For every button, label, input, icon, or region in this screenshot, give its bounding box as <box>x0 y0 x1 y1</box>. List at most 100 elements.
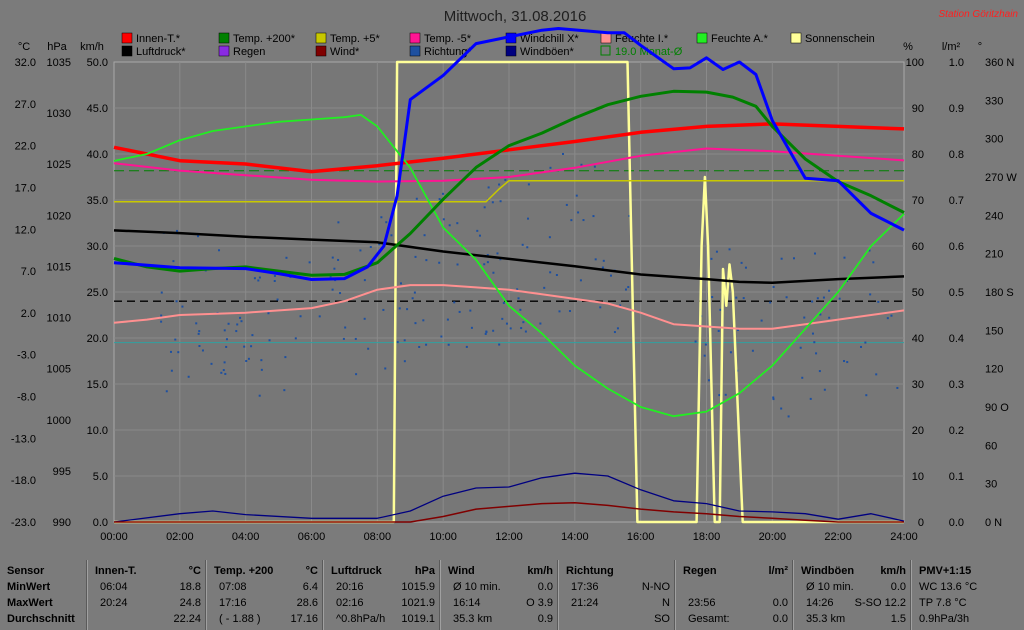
richtung-point <box>627 286 630 289</box>
richtung-point <box>575 194 578 197</box>
richtung-point <box>406 308 409 311</box>
legend-label: Innen-T.* <box>136 33 181 45</box>
tick-label-celsius: 17.0 <box>15 182 36 194</box>
richtung-point <box>453 301 456 304</box>
richtung-point <box>780 407 783 410</box>
tick-label-lm2: 0.3 <box>949 379 964 391</box>
column-divider <box>206 560 207 630</box>
column-unit: km/h <box>527 565 553 577</box>
tick-label-kmh: 45.0 <box>87 103 108 115</box>
chart-title: Mittwoch, 31.08.2016 <box>444 8 587 25</box>
richtung-point <box>172 260 175 263</box>
column-divider <box>910 560 911 630</box>
cell-time: Ø 10 min. <box>453 581 501 593</box>
cell-time: 07:08 <box>219 581 247 593</box>
richtung-point <box>441 192 444 195</box>
richtung-point <box>363 317 366 320</box>
richtung-point <box>548 236 551 239</box>
richtung-point <box>483 263 486 266</box>
richtung-point <box>769 301 772 304</box>
legend-swatch <box>315 45 327 57</box>
richtung-point <box>715 250 718 253</box>
richtung-point <box>704 343 707 346</box>
richtung-point <box>210 362 213 365</box>
richtung-point <box>864 341 867 344</box>
richtung-point <box>772 285 775 288</box>
tick-label-kmh: 0.0 <box>93 517 108 529</box>
axis-ticks: 00:00 02:00 04:00 06:00 08:00 10:00 12:00 14:00… <box>11 57 1017 543</box>
tick-label-celsius: -13.0 <box>11 433 36 445</box>
richtung-point <box>240 320 243 323</box>
column-divider <box>558 560 559 630</box>
tick-label-percent: 60 <box>912 241 924 253</box>
tick-label-lm2: 0.9 <box>949 103 964 115</box>
tick-label-celsius: 22.0 <box>15 141 36 153</box>
column-divider <box>86 560 87 630</box>
legend-item-feuchte_a: Feuchte A.* <box>696 32 769 45</box>
richtung-point <box>803 316 806 319</box>
row-label: MinWert <box>7 581 51 593</box>
tick-label-percent: 80 <box>912 149 924 161</box>
richtung-point <box>818 370 821 373</box>
richtung-point <box>438 261 441 264</box>
richtung-point <box>517 297 520 300</box>
richtung-point <box>579 279 582 282</box>
richtung-point <box>729 351 732 354</box>
cell-time: 06:04 <box>100 581 128 593</box>
legend: Innen-T.* Temp. +200* Temp. +5* Temp. -5* Wi… <box>121 32 875 58</box>
legend-label: Luftdruck* <box>136 46 186 58</box>
tick-label-degrees: 210 <box>985 249 1003 261</box>
x-tick-label: 22:00 <box>824 531 852 543</box>
richtung-point <box>496 252 499 255</box>
column-header: PMV+1:15 <box>919 565 972 577</box>
richtung-point <box>177 351 180 354</box>
legend-label: Regen <box>233 46 265 58</box>
tick-label-hpa: 1030 <box>47 108 71 120</box>
richtung-point <box>448 224 451 227</box>
richtung-point <box>509 327 512 330</box>
richtung-point <box>225 345 228 348</box>
richtung-point <box>561 152 564 155</box>
richtung-point <box>843 360 846 363</box>
richtung-point <box>447 343 450 346</box>
x-tick-label: 04:00 <box>232 531 260 543</box>
series-luftdruck <box>113 229 905 285</box>
richtung-point <box>337 258 340 261</box>
x-tick-label: 20:00 <box>759 531 787 543</box>
cell-time: WC 13.6 °C <box>919 581 978 593</box>
richtung-point <box>539 322 542 325</box>
richtung-point <box>170 369 173 372</box>
richtung-point <box>823 388 826 391</box>
tick-label-degrees: 300 <box>985 134 1003 146</box>
cell-value: S-SO 12.2 <box>854 597 906 609</box>
cell-time: 20:16 <box>336 581 364 593</box>
richtung-point <box>218 249 221 252</box>
richtung-point <box>195 322 198 325</box>
tick-label-degrees: 150 <box>985 325 1003 337</box>
richtung-point <box>492 271 495 274</box>
tick-label-hpa: 990 <box>53 517 71 529</box>
cell-value: 0.0 <box>772 613 788 625</box>
cell-value: 0.0 <box>772 597 788 609</box>
tick-label-lm2: 0.7 <box>949 195 964 207</box>
axis-unit-celsius: °C <box>18 41 30 53</box>
cell-time: ^0.8hPa/h <box>336 613 386 625</box>
tick-label-celsius: -23.0 <box>11 517 36 529</box>
richtung-point <box>382 308 385 311</box>
richtung-point <box>565 203 568 206</box>
richtung-point <box>822 296 825 299</box>
column-divider <box>205 560 206 630</box>
series-temp200 <box>113 89 905 277</box>
legend-swatch <box>409 32 421 44</box>
richtung-point <box>711 296 714 299</box>
richtung-point <box>470 326 473 329</box>
tick-label-lm2: 0.6 <box>949 241 964 253</box>
tick-label-celsius: 12.0 <box>15 224 36 236</box>
richtung-point <box>843 256 846 259</box>
richtung-point <box>469 309 472 312</box>
richtung-point <box>329 275 332 278</box>
x-tick-label: 00:00 <box>100 531 128 543</box>
cell-time: 17:36 <box>571 581 599 593</box>
richtung-point <box>599 306 602 309</box>
richtung-point <box>235 330 238 333</box>
